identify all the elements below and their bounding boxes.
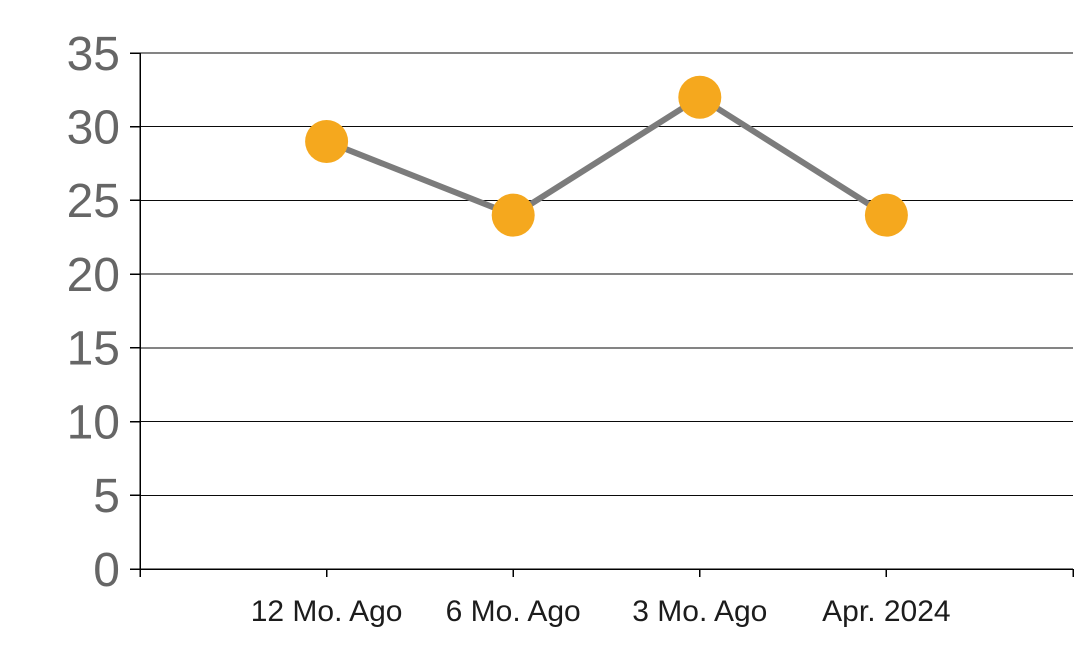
data-point-marker <box>864 193 908 237</box>
x-tick-label: Apr. 2024 <box>822 595 950 628</box>
y-tick-label: 30 <box>67 102 120 155</box>
data-point-marker <box>678 75 722 119</box>
data-point-marker <box>491 193 535 237</box>
series-line <box>323 94 890 219</box>
y-tick-label: 35 <box>67 28 120 81</box>
y-tick-label: 10 <box>67 396 120 449</box>
data-point-marker <box>305 119 349 163</box>
y-tick-label: 25 <box>67 175 120 228</box>
x-tick-label: 6 Mo. Ago <box>446 595 581 628</box>
x-tick-label: 3 Mo. Ago <box>632 595 767 628</box>
x-tick-label: 12 Mo. Ago <box>251 595 403 628</box>
y-tick-label: 20 <box>67 249 120 302</box>
y-tick-label: 15 <box>67 323 120 376</box>
y-tick-label: 5 <box>93 470 120 523</box>
y-tick-label: 0 <box>93 544 120 597</box>
